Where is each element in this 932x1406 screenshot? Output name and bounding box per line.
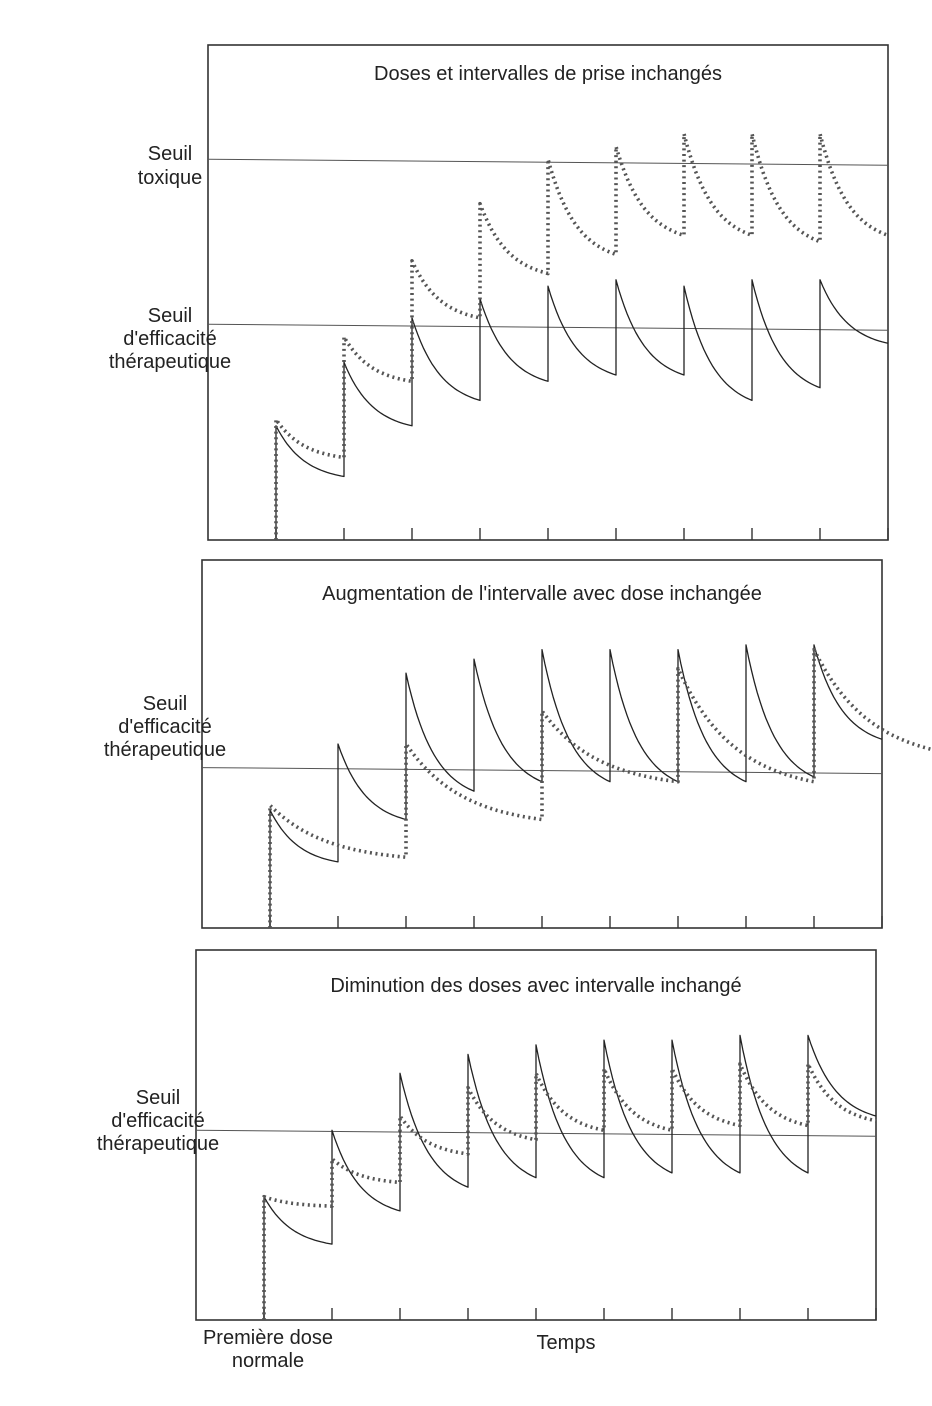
threshold-label-efficacy: thérapeutique [104, 739, 226, 761]
series-line-dotted [274, 132, 889, 540]
threshold-label-efficacy: thérapeutique [109, 351, 231, 373]
threshold-label-efficacy: Seuil [136, 1087, 180, 1109]
chart-panel-2: Augmentation de l'intervalle avec dose i… [104, 559, 932, 929]
threshold-label-toxic: Seuil [148, 143, 192, 165]
threshold-label-efficacy: Seuil [143, 693, 187, 715]
panel-title: Diminution des doses avec intervalle inc… [330, 975, 741, 997]
threshold-label-efficacy: thérapeutique [97, 1133, 219, 1155]
threshold-label-toxic: toxique [138, 167, 203, 189]
chart-panel-3: Diminution des doses avec intervalle inc… [97, 949, 877, 1321]
first-dose-label-line1: Première dose [203, 1327, 333, 1349]
series-line-solid [275, 279, 889, 540]
series-line-dotted [262, 1062, 877, 1320]
threshold-label-efficacy: d'efficacité [118, 716, 212, 738]
series-line-dotted [268, 647, 932, 928]
series-line-solid [263, 1034, 877, 1320]
threshold-label-efficacy: Seuil [148, 305, 192, 327]
threshold-label-efficacy: d'efficacité [123, 328, 217, 350]
panel-title: Doses et intervalles de prise inchangés [374, 63, 722, 85]
series-line-solid [269, 644, 883, 928]
first-dose-label-line2: normale [232, 1350, 304, 1372]
x-axis-label: Temps [537, 1332, 596, 1354]
chart-panel-1: Doses et intervalles de prise inchangés S… [109, 44, 889, 541]
threshold-label-efficacy: d'efficacité [111, 1110, 205, 1132]
panel-title: Augmentation de l'intervalle avec dose i… [322, 583, 762, 605]
